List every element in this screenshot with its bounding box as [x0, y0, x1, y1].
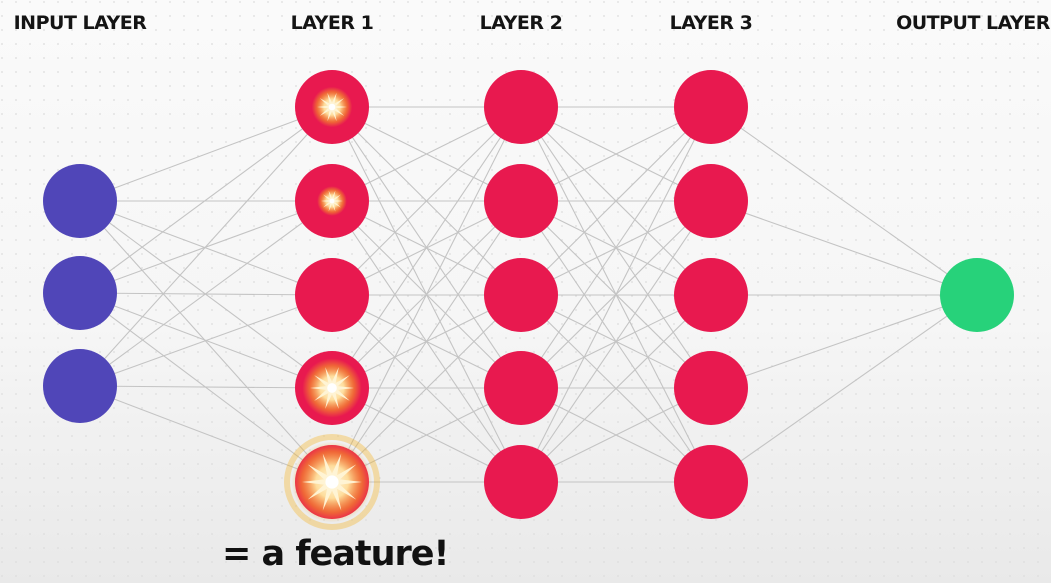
- edge-input-2-to-layer1-0: [79, 106, 333, 387]
- layer2-node-3: [484, 258, 558, 332]
- layer3-node-4: [674, 351, 748, 425]
- layer2-node-4: [484, 351, 558, 425]
- edge-layer1-4-to-layer2-2: [331, 294, 522, 483]
- layer-1-label: LAYER 1: [290, 12, 374, 34]
- edge-input-2-to-layer1-3: [79, 385, 333, 389]
- edge-layer1-4-to-layer2-1: [331, 200, 522, 483]
- layer3-node-5: [674, 445, 748, 519]
- layer-3-label: LAYER 3: [669, 12, 753, 34]
- edge-layer3-4-to-output-0: [710, 294, 978, 483]
- input-node-1: [43, 164, 117, 238]
- feature-spark-5: [291, 441, 373, 523]
- edge-layer1-3-to-layer2-0: [331, 106, 522, 389]
- layer-2-label: LAYER 2: [479, 12, 563, 34]
- layer3-node-1: [674, 70, 748, 144]
- feature-caption: = a feature!: [222, 534, 450, 574]
- input-layer-label: INPUT LAYER: [13, 12, 147, 34]
- edge-layer2-4-to-layer3-1: [520, 200, 712, 483]
- layer2-node-1: [484, 70, 558, 144]
- feature-sparks: [284, 86, 380, 530]
- input-node-3: [43, 349, 117, 423]
- edge-input-2-to-layer1-4: [79, 385, 333, 483]
- layer2-node-5: [484, 445, 558, 519]
- feature-spark-2: [317, 186, 347, 216]
- edge-layer2-4-to-layer3-2: [520, 294, 712, 483]
- edge-layer2-4-to-layer3-0: [520, 106, 712, 483]
- edge-layer1-4-to-layer2-0: [331, 106, 522, 483]
- layer1-node-3: [295, 258, 369, 332]
- layer3-node-3: [674, 258, 748, 332]
- feature-spark-halo: [284, 434, 380, 530]
- output-layer-label: OUTPUT LAYER: [896, 12, 1050, 34]
- edge-input-0-to-layer1-2: [79, 200, 333, 296]
- feature-spark-4: [302, 358, 362, 418]
- layer3-node-2: [674, 164, 748, 238]
- edge-input-2-to-layer1-2: [79, 294, 333, 387]
- edge-input-0-to-layer1-0: [79, 106, 333, 202]
- edge-layer2-3-to-layer3-0: [520, 106, 712, 389]
- output-node-1: [940, 258, 1014, 332]
- feature-spark-1: [311, 86, 353, 128]
- edge-input-0-to-layer1-4: [79, 200, 333, 483]
- edge-layer3-0-to-output-0: [710, 106, 978, 296]
- edge-layer3-1-to-output-0: [710, 200, 978, 296]
- edge-layer1-2-to-layer2-0: [331, 106, 522, 296]
- edge-layer3-3-to-output-0: [710, 294, 978, 389]
- edge-layer2-2-to-layer3-0: [520, 106, 712, 296]
- input-node-2: [43, 256, 117, 330]
- layer2-node-2: [484, 164, 558, 238]
- edge-input-2-to-layer1-1: [79, 200, 333, 387]
- edge-input-1-to-layer1-0: [79, 106, 333, 294]
